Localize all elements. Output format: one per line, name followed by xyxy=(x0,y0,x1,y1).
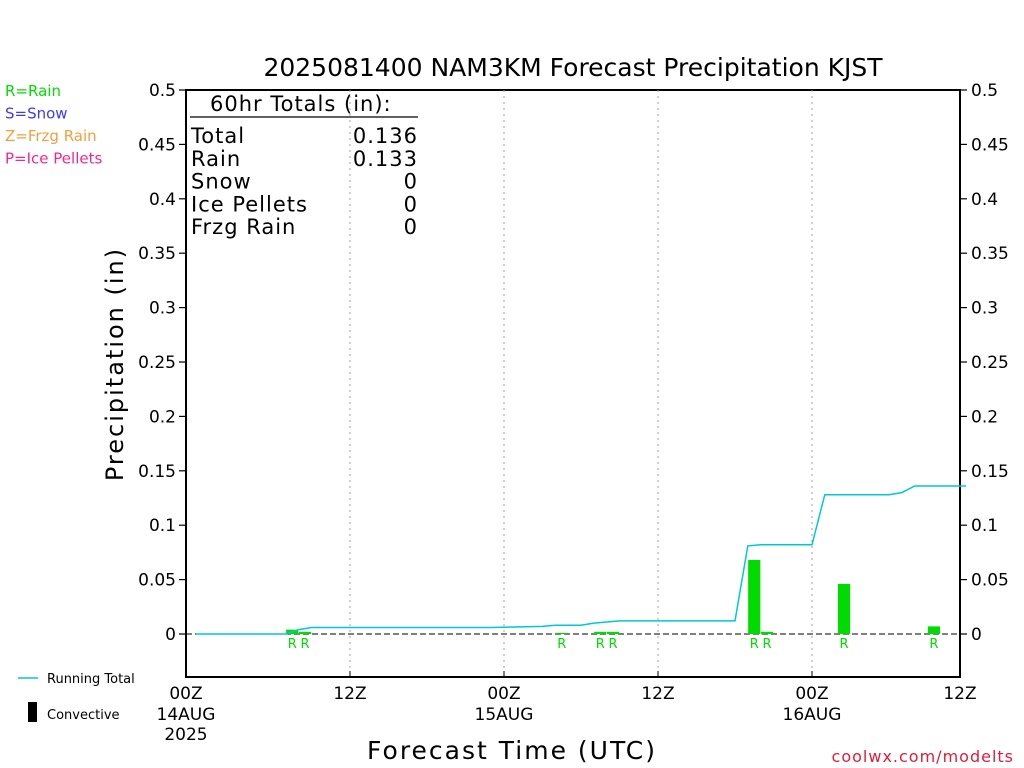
x-tick-label: 00Z xyxy=(487,684,520,704)
running-total-line xyxy=(196,485,966,635)
y-axis-left: 0 0.05 0.1 0.15 0.2 0.25 0.3 0.35 0.4 0.45 0.5 xyxy=(138,81,186,645)
x-tick-date: 15AUG xyxy=(475,705,534,725)
y-tick-label-left: 0.15 xyxy=(138,462,176,482)
rain-bar xyxy=(837,583,851,634)
y-tick-label-right: 0.4 xyxy=(971,190,998,210)
grid-lines xyxy=(349,90,813,677)
y-tick-label-left: 0.25 xyxy=(138,353,176,373)
totals-row-label: Frzg Rain xyxy=(191,215,296,239)
totals-row-label: Total xyxy=(190,124,245,148)
rain-bar xyxy=(555,632,568,634)
chart-title: 2025081400 NAM3KM Forecast Precipitation… xyxy=(263,53,883,82)
y-tick-label-left: 0.4 xyxy=(149,190,176,210)
y-tick-label-right: 0.45 xyxy=(971,135,1009,155)
rain-marker: R xyxy=(288,637,297,652)
rain-marker: R xyxy=(596,637,605,652)
precip-type-legend: R=Rain S=Snow Z=Frzg Rain P=Ice Pellets xyxy=(5,82,102,168)
rain-marker: R xyxy=(301,637,310,652)
rain-bar xyxy=(748,560,761,634)
y-tick-label-left: 0.05 xyxy=(138,571,176,591)
totals-box: 60hr Totals (in): Total 0.136 Rain 0.133 Sno… xyxy=(190,92,418,239)
x-tick-year: 2025 xyxy=(164,725,207,745)
y-tick-label-right: 0.25 xyxy=(971,353,1009,373)
plot-frame xyxy=(185,89,961,678)
totals-header: 60hr Totals (in): xyxy=(210,92,392,116)
y-tick-label-right: 0 xyxy=(971,625,982,645)
y-tick-label-right: 0.3 xyxy=(971,299,998,319)
rain-marker: R xyxy=(929,637,938,652)
totals-row-value: 0 xyxy=(404,170,418,194)
legend-type-2: Z=Frzg Rain xyxy=(5,127,97,145)
x-tick-label: 12Z xyxy=(943,684,976,704)
rain-marker: R xyxy=(557,637,566,652)
series-legend: Running Total Convective xyxy=(18,672,135,723)
y-tick-label-right: 0.15 xyxy=(971,462,1009,482)
legend-type-1: S=Snow xyxy=(5,105,68,123)
rain-bar xyxy=(927,626,941,634)
y-tick-label-right: 0.1 xyxy=(971,516,998,536)
rain-marker: R xyxy=(750,637,759,652)
y-tick-label-left: 0 xyxy=(165,625,176,645)
y-tick-label-left: 0.35 xyxy=(138,244,176,264)
x-tick-label: 12Z xyxy=(641,684,674,704)
rain-bar xyxy=(594,631,607,634)
watermark: coolwx.com/modelts xyxy=(832,747,1014,766)
totals-row-value: 0 xyxy=(404,215,418,239)
totals-row-label: Ice Pellets xyxy=(191,192,308,216)
y-axis-label: Precipitation (in) xyxy=(101,247,129,481)
y-tick-label-right: 0.2 xyxy=(971,407,998,427)
y-tick-label-left: 0.45 xyxy=(138,135,176,155)
y-axis-right: 0 0.05 0.1 0.15 0.2 0.25 0.3 0.35 0.4 0.45 0.5 xyxy=(960,81,1009,645)
x-tick-label: 12Z xyxy=(333,684,366,704)
rain-bars xyxy=(286,560,941,634)
y-tick-label-right: 0.35 xyxy=(971,244,1009,264)
x-tick-date: 16AUG xyxy=(783,705,842,725)
x-tick-label: 00Z xyxy=(795,684,828,704)
rain-marker: R xyxy=(609,637,618,652)
y-tick-label-left: 0.1 xyxy=(149,516,176,536)
y-tick-label-right: 0.5 xyxy=(971,81,998,101)
rain-bar xyxy=(298,631,312,634)
x-axis-label: Forecast Time (UTC) xyxy=(367,736,657,765)
totals-row-value: 0 xyxy=(404,192,418,216)
y-tick-label-left: 0.2 xyxy=(149,407,176,427)
rain-marker: R xyxy=(840,637,849,652)
running-total-legend-label: Running Total xyxy=(47,672,135,687)
x-tick-date: 14AUG xyxy=(157,705,216,725)
y-tick-label-left: 0.5 xyxy=(149,81,176,101)
totals-row-value: 0.133 xyxy=(353,147,418,171)
totals-row-label: Snow xyxy=(191,170,252,194)
rain-marker: R xyxy=(763,637,772,652)
convective-legend-label: Convective xyxy=(47,708,120,723)
x-tick-label: 00Z xyxy=(169,684,202,704)
y-tick-label-right: 0.05 xyxy=(971,571,1009,591)
convective-legend-swatch xyxy=(28,702,37,722)
rain-bar xyxy=(606,631,620,634)
totals-row-label: Rain xyxy=(191,147,241,171)
rain-bar xyxy=(760,631,774,634)
legend-type-0: R=Rain xyxy=(5,82,61,100)
y-tick-label-left: 0.3 xyxy=(149,299,176,319)
legend-type-3: P=Ice Pellets xyxy=(5,150,102,168)
totals-row-value: 0.136 xyxy=(353,124,418,148)
